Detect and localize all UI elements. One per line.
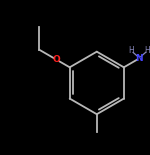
Text: N: N xyxy=(135,54,143,63)
Text: O: O xyxy=(53,55,61,64)
Text: H: H xyxy=(144,46,150,55)
Text: H: H xyxy=(129,46,134,55)
